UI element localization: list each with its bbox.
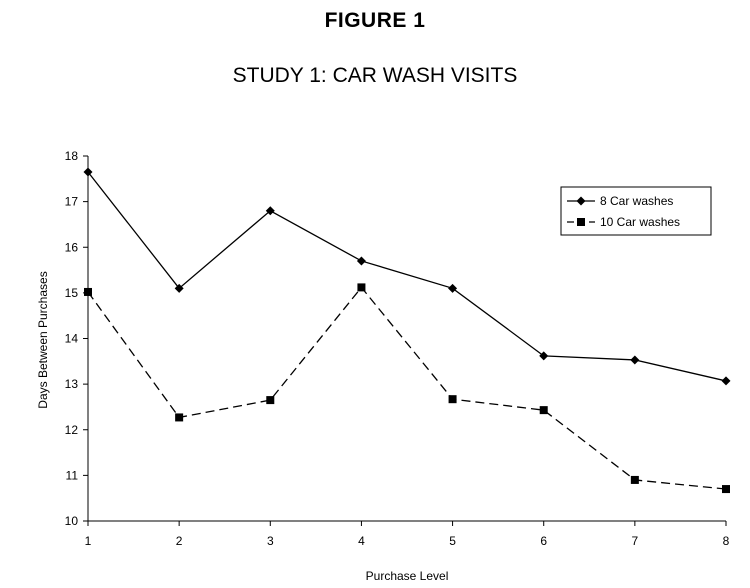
y-tick-label: 14 <box>65 332 79 346</box>
data-point <box>539 351 549 361</box>
y-tick-label: 17 <box>65 195 79 209</box>
y-tick-label: 15 <box>65 286 79 300</box>
data-point <box>266 396 275 405</box>
data-point <box>722 485 730 494</box>
y-tick-label: 10 <box>65 514 79 528</box>
y-tick-label: 18 <box>65 149 79 163</box>
legend-label: 8 Car washes <box>600 194 673 208</box>
series-2 <box>84 283 730 494</box>
data-point <box>448 283 458 293</box>
chart-title: STUDY 1: CAR WASH VISITS <box>232 64 518 87</box>
x-tick-label: 7 <box>632 534 639 548</box>
legend-marker <box>576 196 586 206</box>
y-tick-label: 11 <box>66 468 79 482</box>
y-tick-label: 13 <box>65 377 79 391</box>
series-1 <box>83 167 731 386</box>
series-line <box>87 286 727 490</box>
x-tick-label: 3 <box>267 534 274 548</box>
data-point <box>721 376 731 386</box>
x-tick-label: 8 <box>723 534 730 548</box>
legend-box <box>560 186 712 236</box>
x-tick-label: 2 <box>176 534 183 548</box>
y-axis-label: Days Between Purchases <box>36 271 50 408</box>
data-point <box>448 395 457 404</box>
legend-marker <box>577 218 585 226</box>
data-point <box>265 206 275 216</box>
data-point <box>630 355 640 365</box>
data-point <box>175 413 184 422</box>
x-tick-label: 6 <box>540 534 547 548</box>
legend: 8 Car washes 10 Car washes <box>560 186 712 236</box>
y-tick-label: 12 <box>65 423 79 437</box>
data-point <box>83 167 93 177</box>
y-tick-label: 16 <box>65 240 79 254</box>
data-point <box>357 283 366 292</box>
figure-label: FIGURE 1 <box>324 9 426 32</box>
data-point <box>356 256 366 266</box>
x-tick-label: 1 <box>85 534 92 548</box>
series-line <box>87 171 727 382</box>
x-axis-label: Purchase Level <box>366 569 449 583</box>
legend-label: 10 Car washes <box>600 215 680 229</box>
series-layer <box>83 167 731 494</box>
data-point <box>174 283 184 293</box>
x-tick-label: 4 <box>358 534 365 548</box>
x-tick-label: 5 <box>449 534 456 548</box>
data-point <box>84 287 92 296</box>
data-point <box>630 475 639 484</box>
data-point <box>539 406 548 415</box>
